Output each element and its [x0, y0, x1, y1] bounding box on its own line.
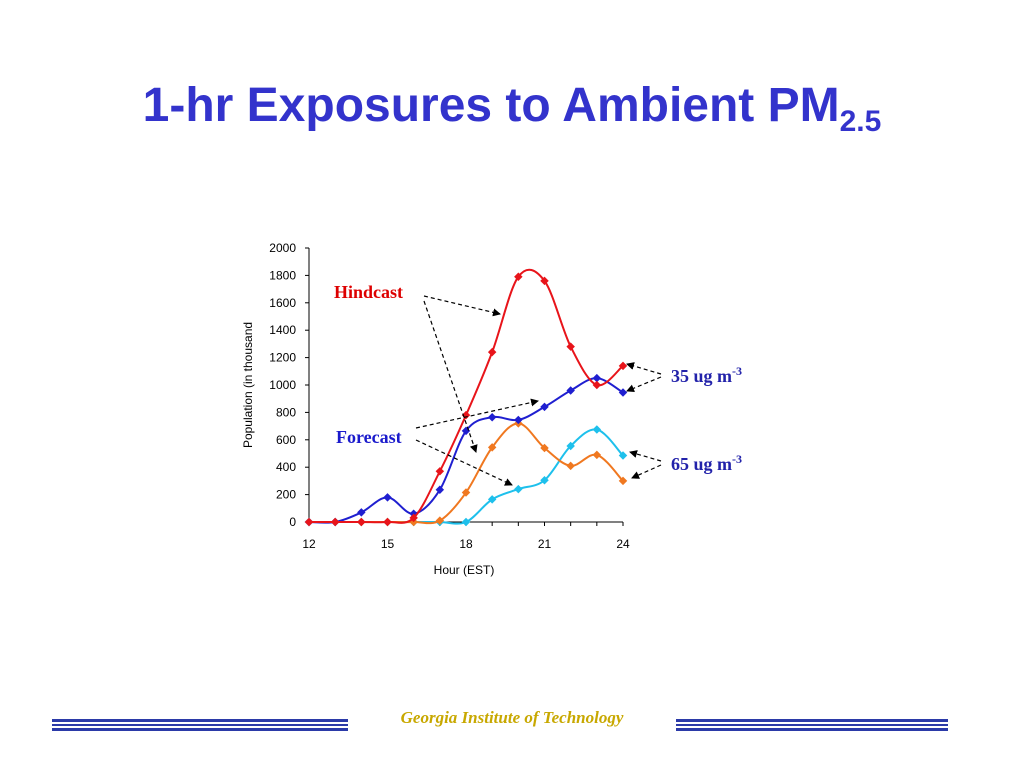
series-point [592, 373, 602, 383]
series-point [435, 516, 445, 525]
series-point [540, 276, 549, 286]
y-tick-label: 1000 [269, 378, 296, 392]
y-tick-label: 200 [276, 488, 296, 502]
series-point [514, 272, 523, 282]
series-point [487, 495, 497, 504]
series-group [304, 373, 628, 527]
series-point [383, 493, 392, 502]
x-tick-label: 21 [538, 537, 552, 551]
threshold-65-arrow-top [629, 450, 662, 462]
series-point [487, 443, 497, 452]
series-point [618, 361, 628, 371]
title-main: 1-hr Exposures to Ambient PM [142, 79, 840, 132]
threshold-65-label: 65 ug m-3 [671, 452, 742, 474]
series-line [309, 268, 624, 524]
footer-institution: Georgia Institute of Technology [400, 708, 624, 727]
series-point [592, 450, 602, 460]
hindcast-arrow-peak [423, 295, 501, 317]
footer-rule-left [52, 719, 348, 731]
series-point [461, 517, 471, 527]
hindcast-label: Hindcast [334, 282, 403, 302]
series-point [461, 488, 471, 497]
series-point [540, 475, 549, 485]
series-point [357, 517, 366, 527]
threshold-35-label-superscript: -3 [732, 364, 742, 378]
series-point [618, 388, 628, 397]
y-tick-label: 1400 [269, 323, 296, 337]
y-tick-label: 400 [276, 460, 296, 474]
hindcast-arrow-low [423, 300, 478, 453]
series-point [357, 508, 366, 517]
threshold-35-label: 35 ug m-3 [671, 364, 742, 386]
x-tick-label: 24 [616, 537, 630, 551]
forecast-arrow-low [415, 439, 513, 486]
series-point [435, 467, 445, 476]
y-tick-label: 1800 [269, 268, 296, 282]
y-tick-label: 2000 [269, 241, 296, 255]
x-tick-label: 18 [459, 537, 473, 551]
series-point [409, 513, 418, 523]
threshold-35-arrow-bottom [626, 376, 662, 393]
chart-tick-labels: 0 200 400 600 800 1000 1200 1400 1600 1800 2000 12 1… [269, 241, 630, 551]
x-axis-title: Hour (EST) [434, 563, 495, 577]
x-tick-label: 12 [302, 537, 316, 551]
series-group [304, 268, 628, 527]
series-point [487, 347, 497, 357]
y-tick-label: 1600 [269, 296, 296, 310]
title-subscript: 2.5 [839, 105, 882, 138]
series-point [383, 517, 392, 527]
x-tick-label: 15 [381, 537, 395, 551]
series-point [435, 485, 445, 495]
series-point [540, 443, 549, 453]
hindcast-label-text: Hindcast [334, 282, 403, 302]
series-line [308, 377, 624, 524]
series-point [330, 517, 340, 527]
series-point [592, 380, 602, 390]
series-point [566, 461, 575, 471]
y-tick-label: 0 [289, 515, 296, 529]
threshold-35-label-text: 35 ug m [671, 366, 732, 386]
series-point [618, 451, 628, 460]
series-point [566, 441, 575, 451]
series-point [514, 415, 523, 425]
chart-series [304, 268, 628, 527]
series-point [592, 425, 602, 434]
y-axis-title: Population (in thousand [241, 322, 255, 448]
y-tick-label: 600 [276, 433, 296, 447]
series-point [566, 342, 575, 351]
series-point [618, 476, 628, 486]
threshold-65-label-text: 65 ug m [671, 454, 732, 474]
series-point [566, 386, 575, 395]
y-tick-label: 800 [276, 405, 296, 419]
threshold-35-arrow-top [626, 362, 662, 375]
threshold-65-label-superscript: -3 [732, 452, 742, 466]
footer-rule-right [676, 719, 948, 731]
forecast-label-text: Forecast [336, 427, 402, 447]
forecast-label: Forecast [336, 427, 402, 447]
y-tick-label: 1200 [269, 351, 296, 365]
slide-title: 1-hr Exposures to Ambient PM2.5 [0, 78, 1024, 139]
threshold-65-arrow-bottom [631, 464, 662, 479]
series-point [514, 484, 523, 494]
series-point [487, 412, 497, 422]
series-point [540, 402, 549, 412]
series-point [304, 517, 314, 527]
